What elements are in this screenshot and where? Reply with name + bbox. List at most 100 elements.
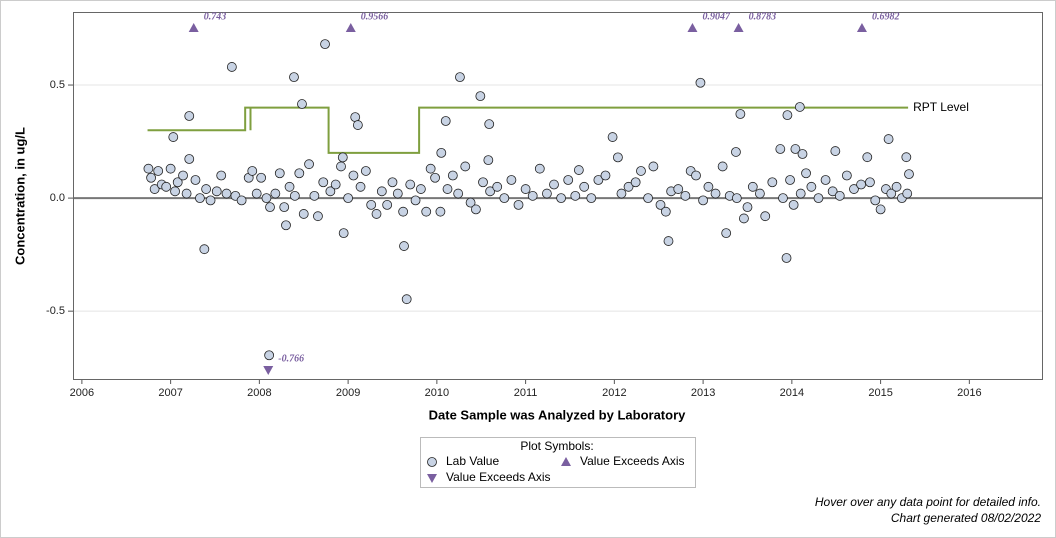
data-point <box>330 179 341 190</box>
data-point <box>425 163 436 174</box>
x-tick-label: 2010 <box>425 387 449 399</box>
legend-marker <box>561 457 571 466</box>
data-point <box>211 186 222 197</box>
data-point <box>680 190 691 201</box>
data-point <box>475 91 486 102</box>
data-point <box>613 152 623 163</box>
exceed-label: 0.9047 <box>702 11 731 22</box>
data-point <box>834 190 845 201</box>
data-point <box>717 161 728 172</box>
x-tick-label: 2015 <box>868 387 892 399</box>
data-point <box>760 211 771 222</box>
data-point <box>484 119 495 130</box>
data-point <box>382 199 393 210</box>
x-tick-label: 2012 <box>602 387 626 399</box>
data-point <box>460 161 471 172</box>
data-point <box>172 177 183 188</box>
data-point <box>767 177 778 188</box>
x-tick-label: 2008 <box>247 387 271 399</box>
data-point <box>216 170 227 181</box>
x-tick-label: 2014 <box>780 387 804 399</box>
data-point <box>735 109 746 119</box>
data-point <box>440 116 451 126</box>
data-point <box>435 206 446 217</box>
data-point <box>320 39 330 50</box>
data-point <box>703 181 714 192</box>
data-point <box>447 170 458 181</box>
data-point <box>754 188 765 199</box>
data-point <box>226 62 237 72</box>
y-tick-label: -0.5 <box>46 305 65 317</box>
data-point <box>731 147 741 157</box>
y-tick-label: 0.5 <box>50 79 65 91</box>
data-point <box>520 184 531 194</box>
data-point <box>201 184 212 194</box>
data-point <box>337 152 348 163</box>
data-point <box>284 181 295 192</box>
data-point <box>318 177 329 188</box>
data-point <box>513 199 524 210</box>
data-point <box>556 193 567 204</box>
data-point <box>190 175 201 185</box>
rpt-line <box>147 106 909 154</box>
data-point <box>371 209 382 219</box>
data-point <box>856 179 866 190</box>
data-point <box>607 132 618 142</box>
data-point <box>841 170 852 181</box>
data-point <box>398 206 409 217</box>
data-point <box>338 228 349 239</box>
data-point <box>442 184 453 194</box>
data-point <box>573 165 584 175</box>
data-point <box>343 193 354 204</box>
data-point <box>325 186 336 197</box>
x-tick-label: 2007 <box>158 387 182 399</box>
data-point <box>695 77 706 88</box>
data-point <box>570 190 581 201</box>
data-point <box>184 111 195 121</box>
data-point <box>205 195 216 206</box>
data-point <box>471 204 481 215</box>
data-point <box>710 188 721 199</box>
data-point <box>698 195 709 206</box>
exceed-label: 0.9566 <box>361 11 389 22</box>
data-point <box>401 294 412 305</box>
data-point <box>643 193 653 204</box>
y-axis-label: Concentration, in ug/L <box>12 127 27 265</box>
data-point <box>660 206 671 217</box>
exceed-label: 0.743 <box>204 11 227 22</box>
data-point <box>579 181 590 192</box>
data-point <box>170 186 180 197</box>
data-point <box>648 161 659 172</box>
data-point <box>742 202 753 213</box>
data-point <box>797 149 808 159</box>
data-point <box>534 163 545 174</box>
data-point <box>563 175 574 185</box>
data-point <box>862 152 873 163</box>
data-point <box>785 175 795 185</box>
data-point <box>870 195 881 206</box>
data-point <box>790 144 801 154</box>
data-point <box>781 253 792 263</box>
data-point <box>636 166 646 176</box>
data-point <box>782 110 793 121</box>
data-point <box>376 186 387 197</box>
note: Hover over any data point for detailed i… <box>815 495 1041 509</box>
legend-label: Value Exceeds Axis <box>446 470 551 484</box>
data-point <box>430 172 440 183</box>
data-point <box>883 134 894 144</box>
data-point <box>184 154 195 164</box>
data-point <box>178 170 188 181</box>
data-point <box>794 102 805 112</box>
legend-label: Value Exceeds Axis <box>580 454 685 468</box>
data-point <box>199 244 210 255</box>
data-point <box>506 175 517 185</box>
data-point <box>801 168 811 179</box>
data-point <box>294 168 305 179</box>
data-point <box>274 168 285 179</box>
exceed-marker <box>687 23 698 32</box>
data-point <box>492 181 503 192</box>
data-point <box>875 204 886 215</box>
x-tick-label: 2011 <box>514 387 538 399</box>
data-point <box>387 177 398 188</box>
data-point <box>149 184 160 194</box>
